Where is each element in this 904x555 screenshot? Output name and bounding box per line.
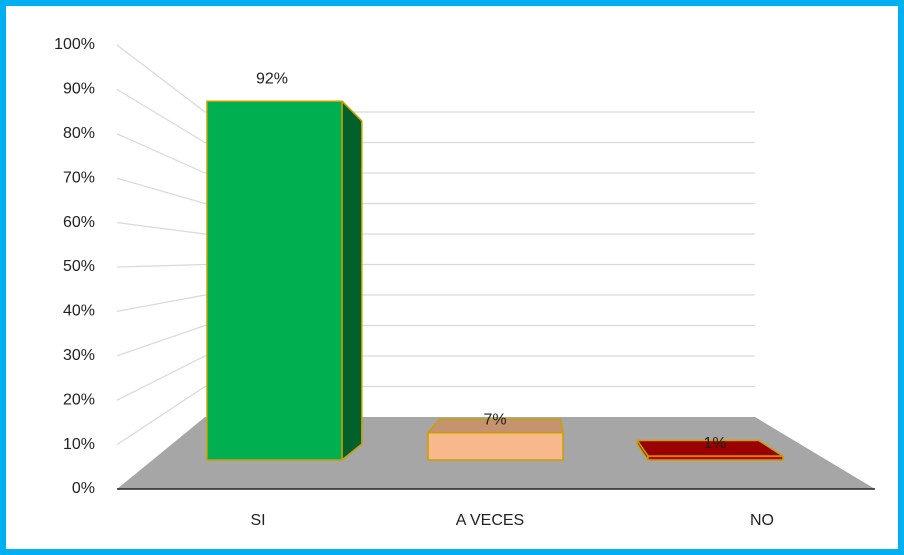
data-label: 7% — [483, 411, 506, 428]
y-tick-label: 30% — [63, 347, 95, 364]
data-label: 92% — [256, 70, 288, 87]
grid-line — [116, 177, 755, 205]
y-tick-label: 80% — [63, 125, 95, 142]
y-tick-label: 100% — [54, 36, 95, 53]
bar-front — [647, 455, 784, 461]
y-tick-label: 10% — [63, 436, 95, 453]
data-label: 1% — [703, 435, 726, 452]
bar-front — [206, 100, 343, 461]
grid-line — [116, 355, 755, 401]
grid-line — [116, 263, 755, 268]
y-tick-label: 90% — [63, 81, 95, 98]
grid-line — [116, 324, 755, 357]
y-tick-label: 50% — [63, 258, 95, 275]
x-tick-label: NO — [750, 512, 774, 529]
bar — [636, 439, 784, 461]
grid-line — [116, 385, 755, 446]
bar — [427, 418, 564, 461]
grid-line — [116, 222, 755, 235]
bar — [206, 100, 363, 461]
y-tick-label: 20% — [63, 391, 95, 408]
bar-front — [427, 431, 564, 461]
bar-side — [341, 100, 363, 461]
y-tick-label: 60% — [63, 214, 95, 231]
y-tick-label: 70% — [63, 169, 95, 186]
x-tick-label: SI — [250, 512, 265, 529]
x-tick-label: A VECES — [456, 512, 524, 529]
grid-line — [116, 88, 755, 144]
y-tick-label: 40% — [63, 303, 95, 320]
grid-line — [116, 44, 755, 113]
grid-line — [116, 294, 755, 312]
grid-line — [116, 133, 755, 174]
y-tick-label: 0% — [72, 480, 95, 497]
